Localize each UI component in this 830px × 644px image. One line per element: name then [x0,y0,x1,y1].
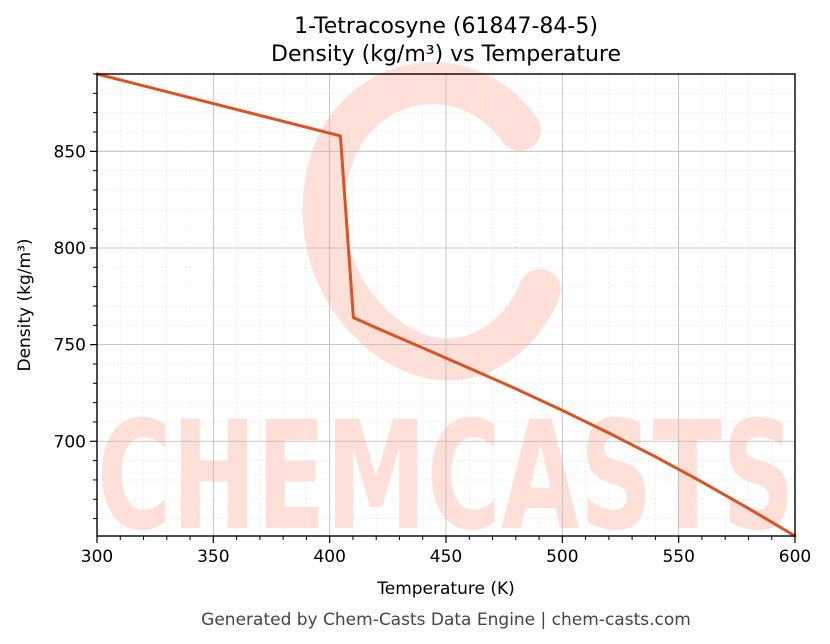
x-tick-label: 400 [313,547,345,567]
plot-area [95,72,797,538]
y-tick-label: 750 [54,336,86,356]
watermark-swirl-icon [302,62,561,381]
footer-credit: Generated by Chem-Casts Data Engine | ch… [201,610,691,630]
y-tick-label: 800 [54,239,86,259]
y-tick-label: 850 [54,142,86,162]
x-tick-label: 300 [81,547,113,567]
density-series-line [95,72,797,538]
x-axis-label: Temperature (K) [376,579,515,599]
x-tick-label: 550 [662,547,694,567]
x-tick-label: 350 [197,547,229,567]
chart-title: 1-Tetracosyne (61847-84-5) [294,14,598,39]
y-axis-label: Density (kg/m³) [15,238,35,371]
axes: 300 350 400 450 500 550 600 700 750 800 850 [54,73,811,567]
y-tick-label: 700 [54,432,86,452]
grid [96,73,796,536]
x-tick-label: 600 [779,547,811,567]
x-tick-label: 450 [430,547,462,567]
x-tick-label: 500 [546,547,578,567]
chart-subtitle: Density (kg/m³) vs Temperature [271,42,621,67]
